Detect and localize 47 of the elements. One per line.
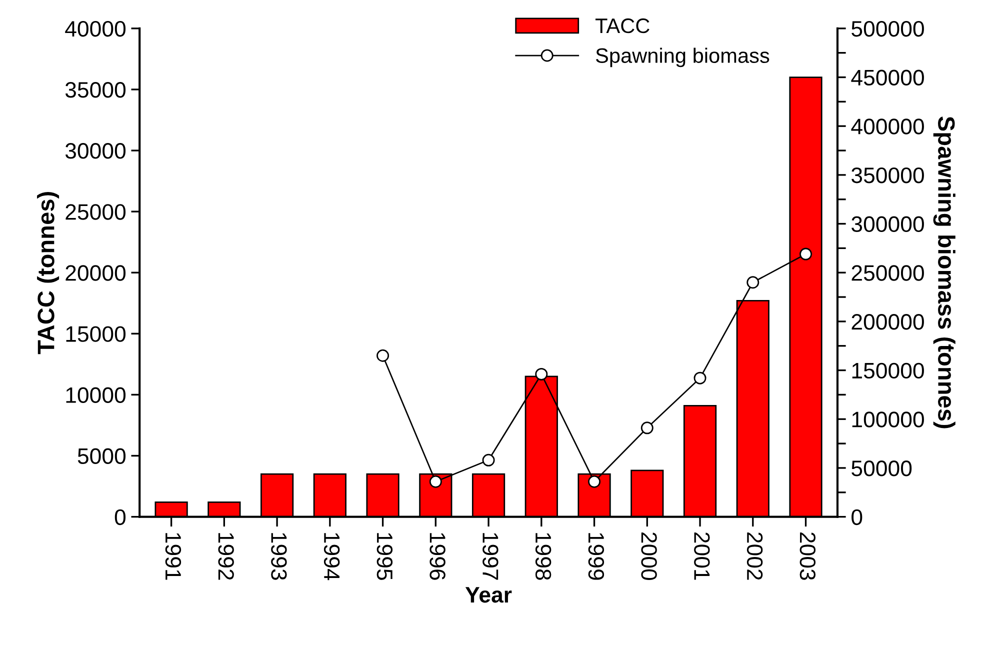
y2-tick-label: 400000 [851,118,924,134]
y-tick-label: 5000 [78,448,126,464]
y2-tick-label: 500000 [852,20,924,37]
y-tick-label: 25000 [66,204,126,220]
y-tick-label: 15000 [66,326,126,342]
x-tick-label: 1995 [376,533,393,580]
x-tick-label: 2003 [800,532,816,580]
x-tick-label: 1993 [271,533,287,580]
point [482,454,495,466]
x-axis-title: Year [465,587,512,603]
y-tick-label: 10000 [66,387,126,403]
point [640,422,654,434]
y-tick-label: 30000 [65,143,126,159]
y2-axis-title: Spawning biomass (tonnes) [933,116,956,428]
y2-tick-label: 300000 [852,216,924,232]
point [376,349,390,362]
y2-tick-label: 100000 [852,412,924,428]
x-tick-label: 2000 [641,532,657,580]
legend-label: TACC [595,18,650,34]
y-axis-title: TACC (tonnes) [37,192,60,354]
y-tick-label: 0 [114,509,126,526]
y2-tick-label: 450000 [851,70,924,86]
point [800,248,812,260]
x-tick-label: 2001 [694,532,710,580]
x-tick-label: 1992 [218,533,234,580]
y2-tick-label: 350000 [852,167,924,184]
point [746,276,760,289]
y-tick-label: 35000 [65,82,126,98]
point [694,372,706,384]
y2-tick-label: 0 [852,509,862,526]
x-tick-label: 1994 [324,533,340,580]
x-tick-label: 1996 [430,533,446,580]
x-tick-label: 1999 [588,533,604,580]
y-tick-label: 40000 [65,20,126,37]
x-tick-label: 2002 [746,532,763,580]
x-tick-label: 1997 [482,533,498,580]
y2-tick-label: 150000 [852,362,924,379]
point [429,475,442,488]
x-tick-label: 1991 [165,533,182,580]
y2-tick-label: 200000 [852,314,924,330]
y2-tick-label: 250000 [852,265,924,281]
y-tick-label: 20000 [66,265,126,281]
point [588,475,601,488]
x-tick-label: 1998 [535,533,552,580]
y2-tick-label: 50000 [852,460,912,476]
legend-label: Spawning biomass [596,48,770,68]
point [535,368,548,380]
